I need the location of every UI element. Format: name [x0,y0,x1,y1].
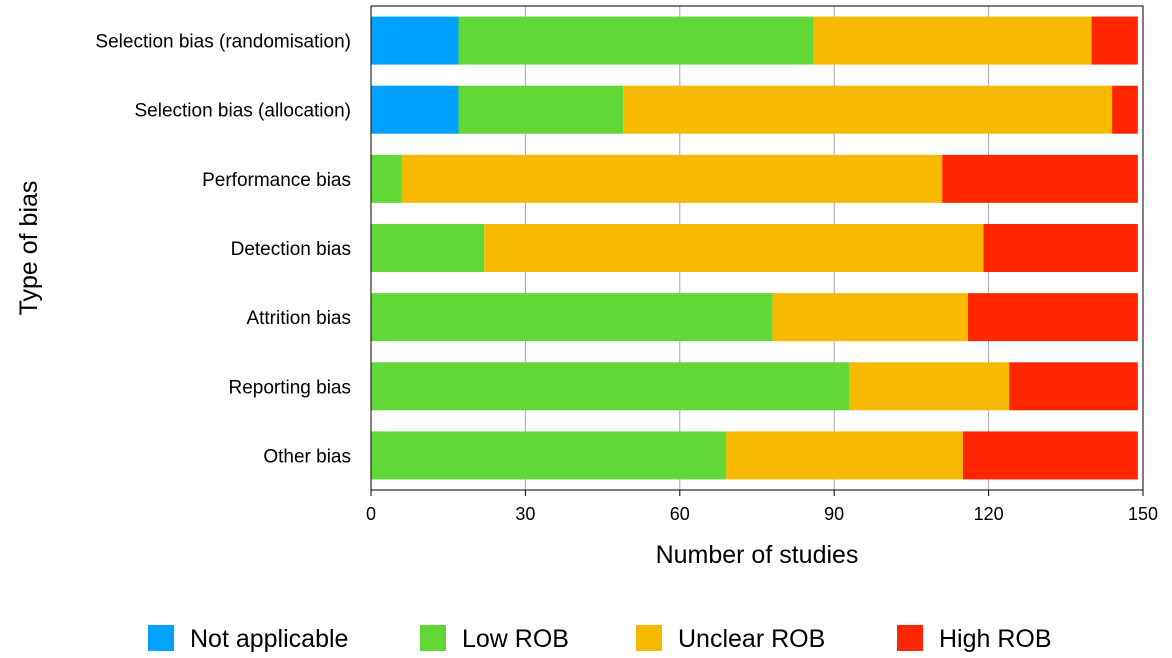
x-tick-label: 90 [824,504,844,524]
y-axis-title: Type of bias [15,181,43,316]
x-axis-title: Number of studies [656,541,859,569]
bar-segment [623,85,1113,134]
bar-segment [371,16,459,65]
bar-segment [371,85,459,134]
category-labels: Selection bias (randomisation) Selection … [95,32,351,468]
bar-segment [726,431,963,480]
x-tick-label: 30 [515,504,535,524]
x-tick-label: 120 [974,504,1004,524]
category-label: Attrition bias [246,308,351,329]
category-label: Other bias [263,446,351,467]
bar-segment [371,224,485,272]
legend: Not applicable Low ROB Unclear ROB High ROB [148,625,1052,653]
legend-swatch [420,625,446,651]
legend-swatch [636,625,662,651]
legend-label: Low ROB [462,625,569,653]
category-label: Performance bias [202,170,351,191]
bar-segment [371,293,773,342]
bar-segment [1112,85,1138,134]
bar-segment [401,154,943,203]
bar-segment [772,293,969,342]
bar-segment [371,431,727,480]
bar-segment [484,224,984,272]
x-tick-label: 150 [1128,504,1158,524]
bar-segment [813,16,1092,65]
category-label: Selection bias (allocation) [134,101,351,122]
bar-segment [983,224,1138,272]
bar-segment [1009,362,1138,411]
bar-segment [849,362,1010,411]
legend-label: Not applicable [190,625,348,653]
bar-segment [371,362,850,411]
category-label: Reporting bias [228,377,351,398]
bar-segment [968,293,1138,342]
x-tick-label: 0 [366,504,376,524]
bar-segment [458,16,814,65]
plot-area-frame [370,5,1144,491]
x-tick-label: 60 [670,504,690,524]
category-label: Selection bias (randomisation) [95,32,351,53]
category-label: Detection bias [231,239,351,260]
x-axis-ticks: 0 30 60 90 120 150 [366,490,1158,524]
legend-label: Unclear ROB [678,625,825,653]
bars-group [371,16,1138,480]
bar-segment [962,431,1138,480]
bar-segment [371,154,402,203]
legend-swatch [148,625,174,651]
bar-segment [458,85,624,134]
bar-segment [942,154,1138,203]
legend-label: High ROB [939,625,1052,653]
bar-segment [1091,16,1138,65]
legend-swatch [897,625,923,651]
